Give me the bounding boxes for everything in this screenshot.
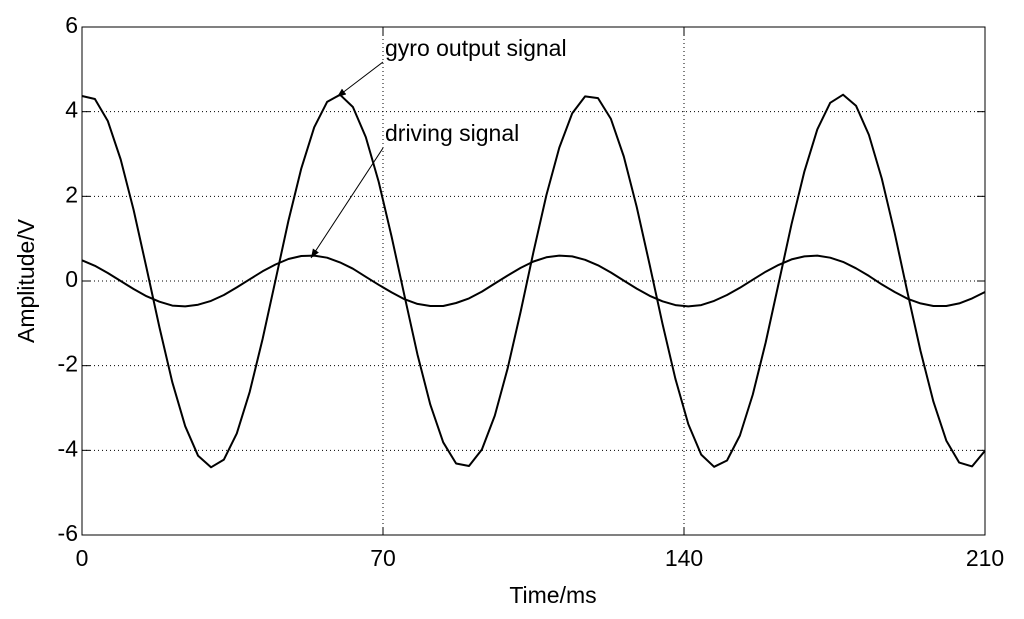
x-tick-label: 0 [76,545,89,571]
x-tick-label: 70 [370,545,396,571]
annotation: driving signal [385,120,519,146]
x-axis-label: Time/ms [509,582,596,608]
series-line [81,93,986,469]
y-tick-label: 2 [65,181,78,207]
y-tick-label: 4 [65,97,78,123]
y-tick-label: 6 [65,12,78,38]
y-tick-label: -4 [58,435,79,461]
y-axis-label: Amplitude/V [13,218,39,343]
annotation-arrow [310,147,384,259]
annotation: gyro output signal [385,35,567,61]
y-tick-label: -6 [58,520,78,546]
x-tick-label: 210 [966,545,1004,571]
y-tick-label: 0 [65,266,78,292]
x-tick-label: 140 [665,545,703,571]
plot-frame [81,26,986,536]
y-tick-label: -2 [58,351,78,377]
annotation-arrow [336,61,384,98]
series-line [81,254,986,308]
